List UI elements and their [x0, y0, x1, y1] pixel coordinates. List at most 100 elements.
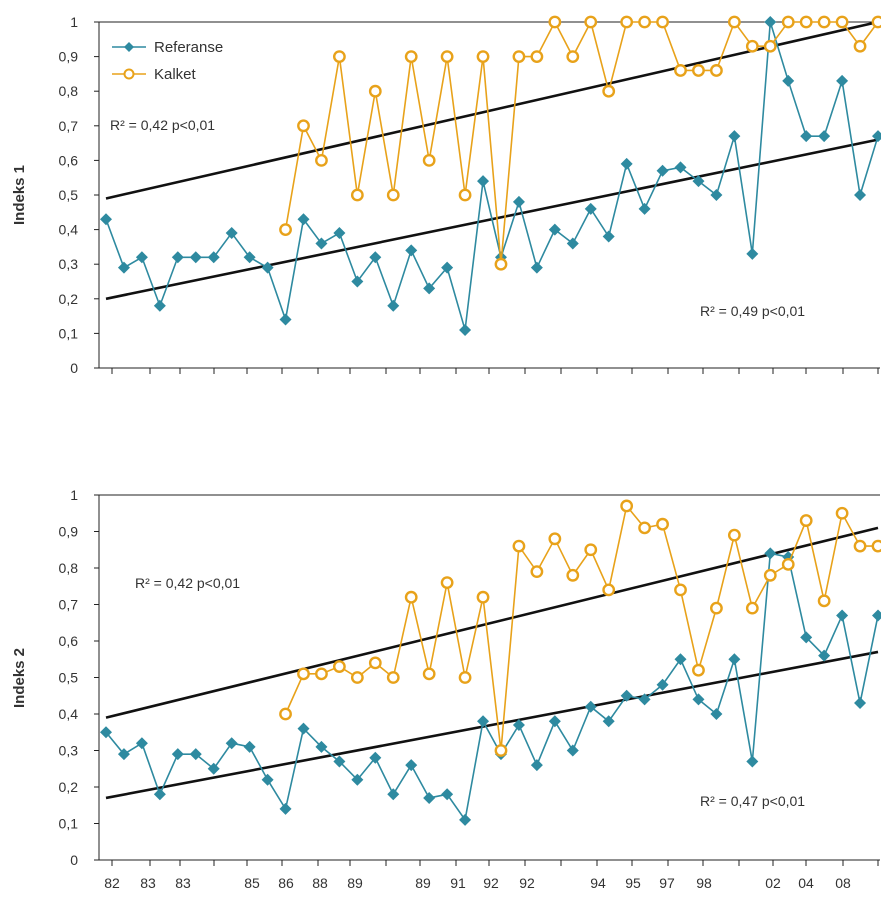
- data-point-kalket: [745, 39, 759, 53]
- data-point-kalket: [674, 583, 687, 597]
- data-point-referanse: [315, 237, 328, 250]
- data-point-kalket: [871, 539, 881, 553]
- data-point-kalket: [279, 707, 292, 721]
- data-point-kalket: [512, 539, 526, 553]
- data-point-referanse: [656, 678, 669, 691]
- data-point-kalket: [763, 39, 777, 53]
- data-point-referanse: [638, 202, 651, 215]
- data-point-kalket: [404, 50, 418, 63]
- data-point-kalket: [727, 15, 741, 29]
- data-point-referanse: [171, 251, 184, 264]
- data-point-referanse: [153, 788, 166, 801]
- legend-marker-kalket: [123, 68, 135, 80]
- data-point-kalket: [799, 514, 813, 527]
- data-point-referanse: [692, 693, 705, 706]
- y-tick-label: 0,9: [59, 524, 79, 540]
- y-axis-label: Indeks 1: [11, 165, 28, 225]
- data-point-referanse: [710, 189, 723, 201]
- data-point-kalket: [584, 15, 598, 29]
- data-point-kalket: [799, 15, 813, 29]
- data-point-kalket: [584, 543, 598, 557]
- data-point-referanse: [728, 130, 741, 143]
- data-point-referanse: [333, 227, 346, 240]
- y-tick-label: 0,5: [59, 187, 79, 203]
- x-tick-label: 04: [798, 875, 814, 891]
- data-point-referanse: [459, 813, 472, 826]
- data-point-referanse: [656, 164, 669, 177]
- x-tick-label: 82: [104, 875, 120, 891]
- data-point-kalket: [530, 565, 544, 579]
- data-point-referanse: [477, 715, 490, 728]
- data-point-referanse: [746, 247, 759, 260]
- data-point-referanse: [530, 759, 543, 772]
- y-tick-label: 0,5: [59, 670, 79, 686]
- data-point-referanse: [369, 251, 382, 264]
- data-point-referanse: [584, 700, 597, 713]
- y-tick-label: 1: [70, 14, 78, 30]
- data-point-referanse: [566, 237, 579, 250]
- data-point-referanse: [171, 748, 184, 761]
- y-tick-label: 0,1: [59, 325, 79, 341]
- data-point-referanse: [566, 744, 579, 757]
- y-tick-label: 1: [70, 487, 78, 503]
- data-point-referanse: [189, 748, 202, 761]
- data-point-referanse: [333, 755, 346, 768]
- data-point-kalket: [566, 50, 580, 63]
- data-point-kalket: [871, 15, 881, 29]
- data-point-referanse: [297, 722, 310, 735]
- data-point-referanse: [854, 697, 867, 710]
- data-point-referanse: [638, 693, 651, 706]
- data-point-kalket: [368, 84, 382, 98]
- y-tick-label: 0,3: [59, 743, 79, 759]
- y-tick-label: 0,8: [59, 83, 79, 99]
- data-point-referanse: [764, 16, 777, 28]
- data-point-referanse: [207, 762, 220, 775]
- y-axis-label: Indeks 2: [11, 648, 28, 708]
- data-point-kalket: [530, 50, 544, 63]
- x-tick-label: 94: [590, 875, 606, 891]
- data-point-referanse: [117, 261, 130, 274]
- data-point-referanse: [261, 773, 274, 786]
- data-point-kalket: [476, 50, 490, 63]
- x-tick-label: 83: [175, 875, 191, 891]
- data-point-kalket: [458, 671, 472, 684]
- data-point-referanse: [692, 175, 705, 188]
- data-point-referanse: [369, 751, 382, 764]
- data-point-kalket: [835, 15, 849, 29]
- data-point-referanse: [872, 609, 881, 622]
- data-point-referanse: [818, 649, 831, 662]
- data-point-referanse: [405, 244, 418, 257]
- x-tick-label: 98: [696, 875, 712, 891]
- data-point-referanse: [243, 251, 256, 264]
- y-tick-label: 0,6: [59, 152, 79, 168]
- x-tick-label: 89: [347, 875, 363, 891]
- x-tick-label: 91: [450, 875, 466, 891]
- y-tick-label: 0,7: [59, 118, 79, 134]
- x-tick-label: 92: [483, 875, 499, 891]
- data-point-kalket: [692, 663, 705, 677]
- data-point-kalket: [404, 590, 418, 604]
- data-point-kalket: [674, 64, 687, 77]
- y-tick-label: 0: [70, 360, 78, 376]
- data-point-referanse: [782, 74, 795, 87]
- data-point-referanse: [225, 227, 238, 240]
- y-tick-label: 0,7: [59, 597, 79, 613]
- x-tick-label: 86: [278, 875, 294, 891]
- data-point-referanse: [710, 708, 723, 720]
- data-point-referanse: [459, 323, 472, 336]
- data-point-kalket: [315, 667, 328, 681]
- data-point-referanse: [836, 74, 849, 87]
- series-line-kalket: [284, 19, 879, 265]
- series-line-kalket: [284, 504, 878, 751]
- data-point-kalket: [745, 601, 759, 615]
- data-point-kalket: [494, 744, 508, 757]
- data-point-referanse: [530, 261, 543, 274]
- data-point-kalket: [602, 583, 616, 597]
- data-point-referanse: [405, 759, 418, 772]
- data-point-referanse: [728, 653, 741, 666]
- y-tick-label: 0,9: [59, 49, 79, 65]
- data-point-kalket: [781, 557, 795, 571]
- data-point-referanse: [100, 213, 112, 226]
- data-point-referanse: [620, 689, 633, 702]
- r-squared-annotation: R² = 0,42 p<0,01: [110, 117, 215, 133]
